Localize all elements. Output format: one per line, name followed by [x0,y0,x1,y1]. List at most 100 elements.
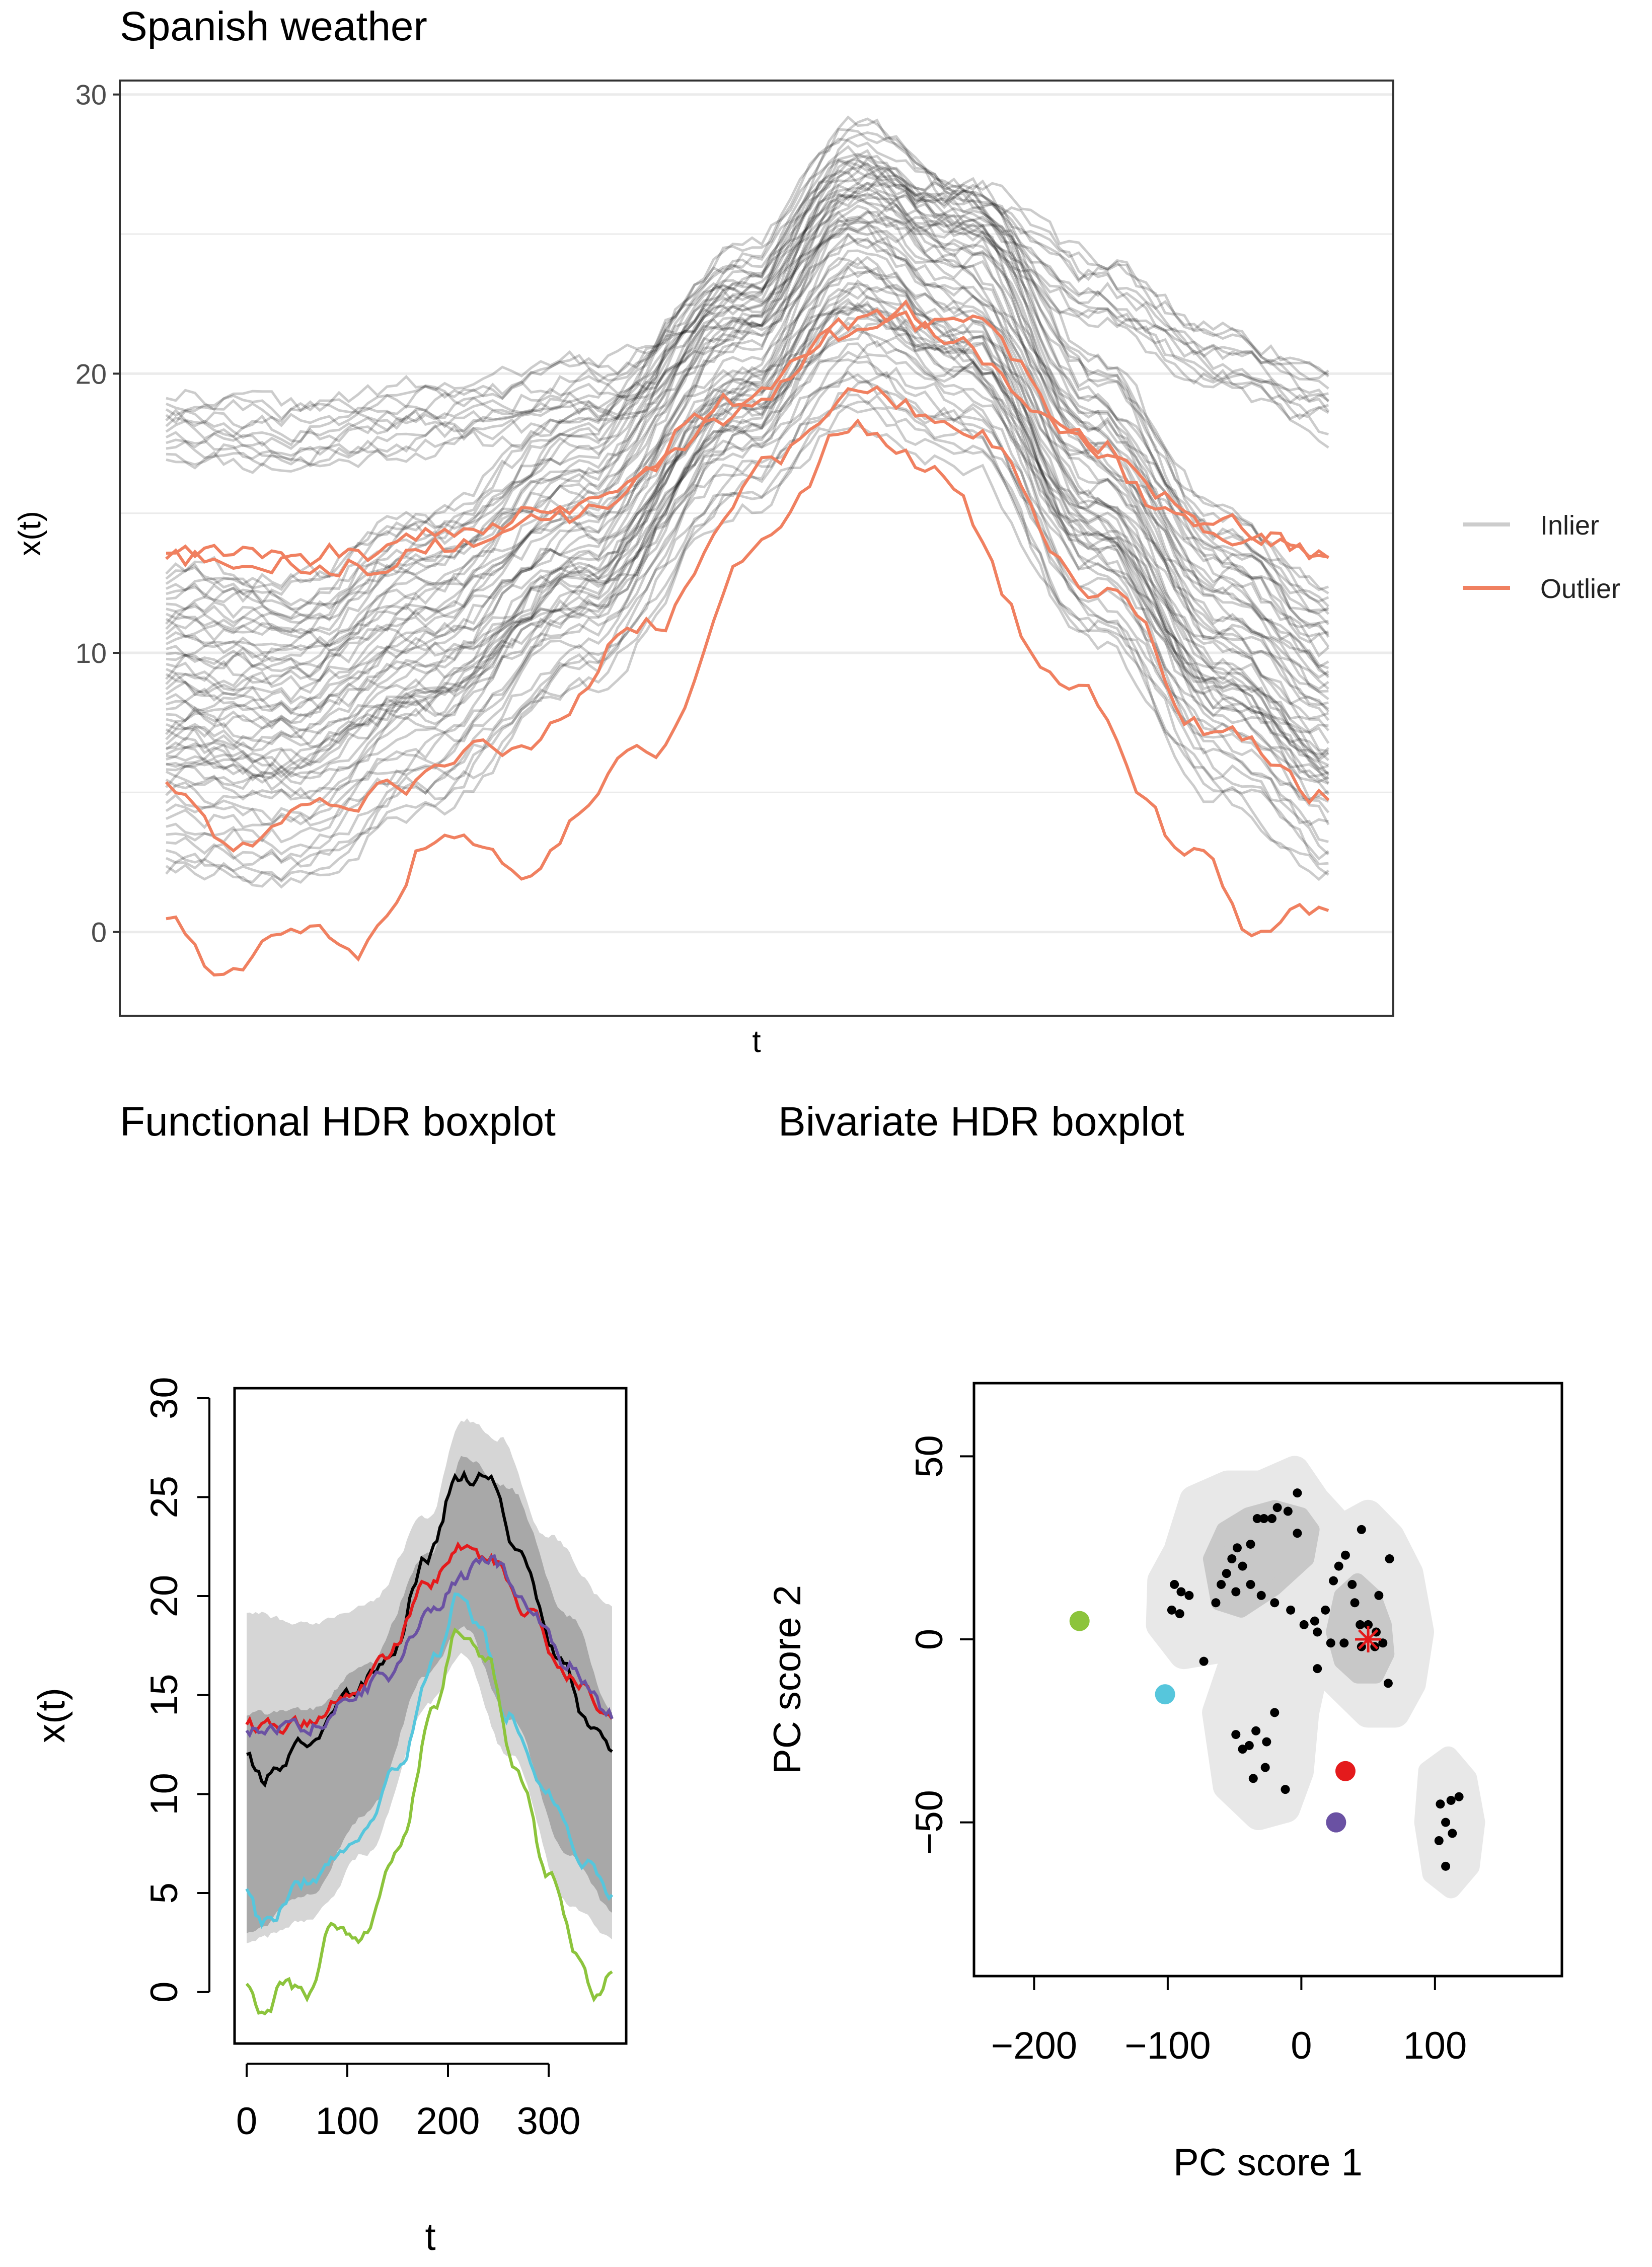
inlier-curve [166,249,1329,720]
data-point [1246,1539,1255,1549]
data-point [1170,1579,1179,1589]
inlier-curve [165,181,1329,658]
data-point [1441,1861,1451,1871]
inlier-curve [166,306,1330,782]
data-point [1350,1598,1360,1608]
inlier-curve [166,297,1330,784]
data-point [1270,1598,1280,1608]
data-point [1175,1609,1184,1619]
inlier-curve [165,424,1329,889]
spanish-weather-series [165,115,1330,977]
inlier-curve [165,117,1329,595]
data-point [1441,1818,1451,1827]
data-point [1267,1514,1276,1524]
y-tick-label: 10 [76,637,107,669]
inlier-curve [165,168,1329,421]
bivariate-hdr-points [1069,1488,1464,1871]
data-point [1310,1616,1319,1626]
inlier-curve [166,266,1330,744]
inlier-curve [166,317,1329,785]
y-tick-label: 50 [908,1435,951,1478]
data-point [1434,1836,1444,1845]
inlier-curve [165,137,1329,607]
bivariate-hdr-panel: −200 −100 0 100 −50 0 50 PC score 2 PC score 1 [766,1382,1563,2184]
y-tick-label: 20 [143,1575,186,1618]
inlier-curve [165,226,1329,691]
data-point [1222,1569,1231,1578]
outlier-curve [166,308,1329,578]
data-point [1217,1579,1226,1589]
inlier-curve [165,194,1330,457]
data-point [1385,1554,1394,1564]
x-tick-label: −200 [991,2024,1077,2067]
inlier-curve [166,158,1329,423]
data-point [1329,1576,1338,1585]
functional-hdr-title: Functional HDR boxplot [120,1099,556,1145]
bivariate-hdr-x-label: PC score 1 [1173,2141,1363,2184]
inlier-curve [165,210,1329,690]
mode-marker [1358,1629,1379,1650]
inlier-curve [165,286,1329,762]
y-tick-label: 15 [143,1674,186,1716]
data-point [1238,1561,1247,1571]
inlier-curve [165,180,1329,446]
inlier-curve [166,215,1329,468]
legend-outlier-label: Outlier [1540,574,1620,604]
data-point [1283,1506,1293,1516]
data-point [1184,1591,1194,1600]
data-point [1326,1638,1335,1648]
data-point [1378,1638,1388,1648]
spanish-weather-y-axis: 0 10 20 30 [76,79,120,948]
inlier-curve [166,371,1329,844]
spanish-weather-y-label: x(t) [13,511,47,556]
inlier-curve [165,358,1330,826]
inlier-curve [166,219,1329,679]
inner-region-band [247,1456,612,1933]
inlier-curve [165,342,1329,823]
inlier-curve [166,370,1329,856]
data-point [1293,1529,1302,1538]
data-point [1299,1620,1309,1629]
inlier-curve [165,195,1329,669]
inlier-curve [165,404,1329,881]
data-point [1231,1587,1241,1597]
inlier-curve [166,196,1329,462]
inlier-curve [166,379,1329,863]
data-point [1248,1774,1258,1783]
data-point [1339,1638,1349,1648]
y-tick-label: 25 [143,1476,186,1519]
inlier-curve [165,238,1329,706]
spanish-weather-x-label: t [752,1024,761,1059]
data-point [1270,1708,1280,1717]
data-point [1256,1591,1266,1600]
data-point [1321,1605,1330,1615]
outlier-curve [165,299,1330,575]
inlier-curve [165,400,1329,884]
bivariate-hdr-y-label: PC score 2 [766,1585,809,1774]
data-point [1232,1543,1242,1553]
functional-curve [245,1554,614,1739]
x-tick-label: 200 [416,2100,480,2143]
data-point [1454,1792,1464,1801]
y-tick-label: −50 [908,1790,951,1855]
inlier-curve [165,162,1329,644]
highlighted-point [1069,1611,1090,1631]
data-point [1211,1598,1221,1608]
inlier-curve [165,265,1330,760]
inlier-curve [166,294,1329,770]
functional-hdr-series [245,1469,614,2016]
bivariate-hdr-title: Bivariate HDR boxplot [778,1099,1184,1145]
inlier-curve [165,318,1329,790]
data-point [1252,1514,1262,1524]
inlier-curve [166,256,1329,733]
data-point [1436,1799,1445,1809]
functional-curve [245,1541,614,1735]
data-point [1364,1620,1373,1629]
x-tick-label: 100 [316,2100,380,2143]
x-tick-label: 100 [1403,2024,1467,2067]
inlier-curve [165,159,1330,638]
data-point [1313,1664,1322,1674]
y-tick-label: 0 [143,1982,186,2003]
inlier-curve [165,224,1329,701]
